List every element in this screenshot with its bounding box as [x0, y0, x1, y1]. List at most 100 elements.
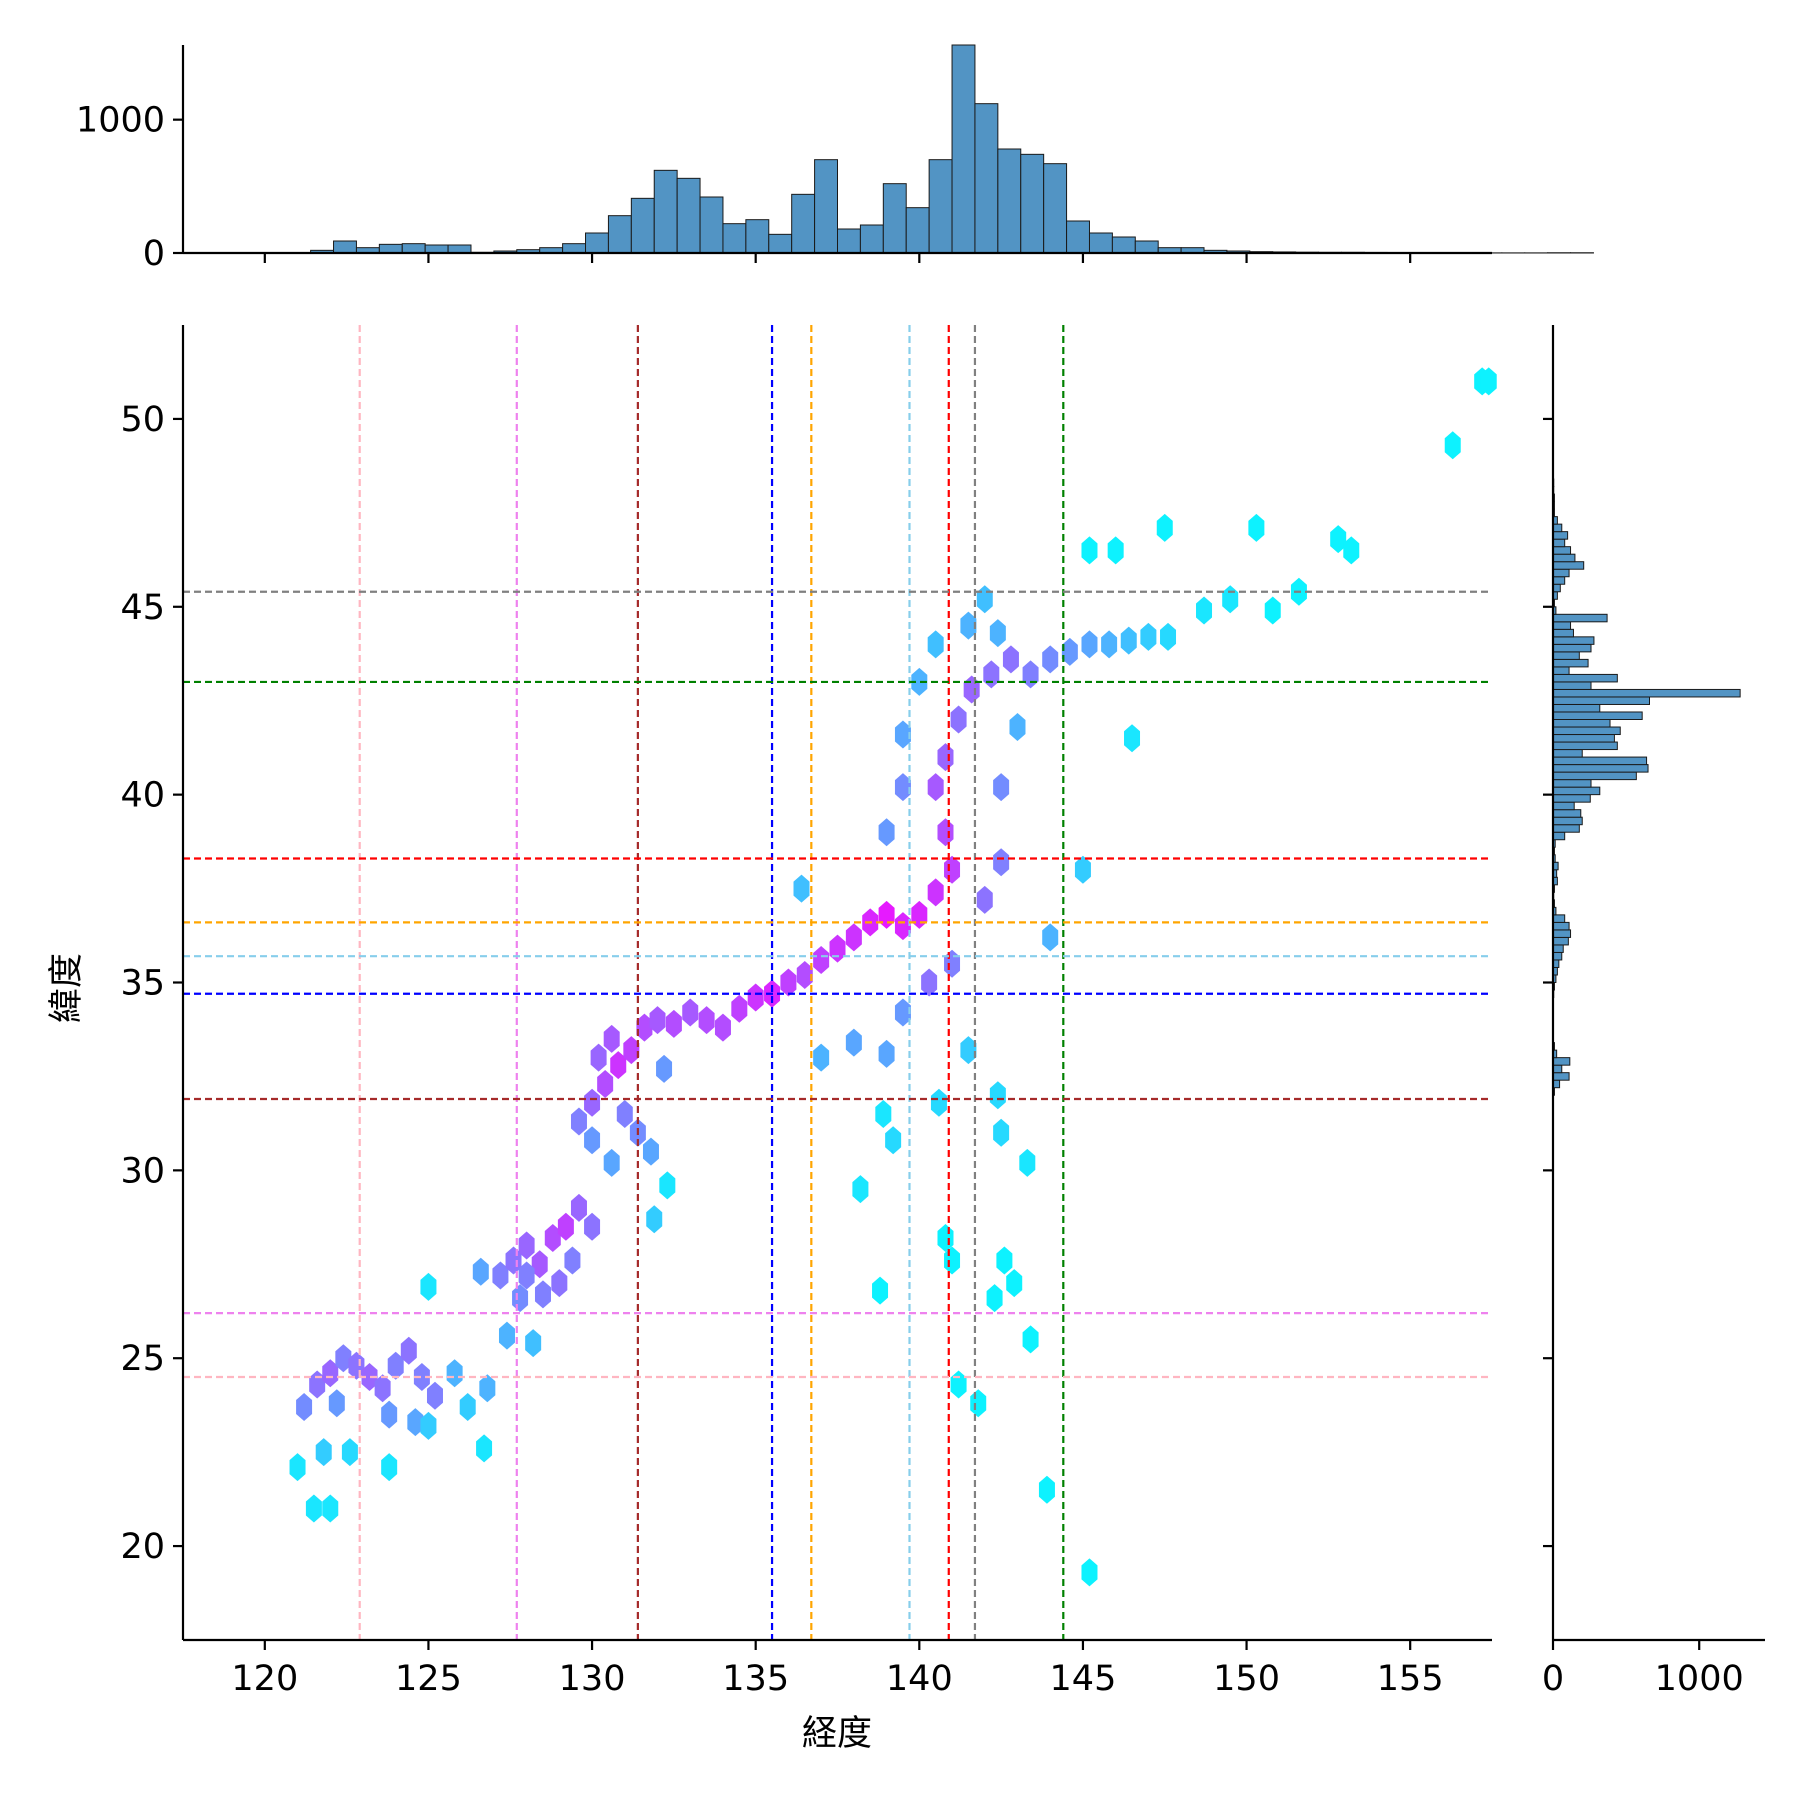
right-hist-bar	[1552, 711, 1643, 721]
top-hist-bar	[1111, 236, 1136, 254]
hexbin-cell	[315, 1438, 332, 1467]
hexbin-cell	[878, 900, 895, 929]
hexbin-cell	[551, 1269, 568, 1298]
right-hist-bar	[1552, 658, 1589, 668]
hexbin-cell	[1264, 596, 1281, 625]
right-hist-bar	[1552, 696, 1650, 705]
hexbin-cell	[911, 667, 928, 696]
right-hist-bar	[1552, 553, 1576, 563]
hexbin-cell	[476, 1434, 493, 1463]
top-hist-bar	[928, 159, 953, 254]
right-hist-bar	[1552, 673, 1618, 683]
hexbin-cell	[656, 1054, 673, 1083]
hexbin-cell	[852, 1175, 869, 1204]
hexbin-cell	[534, 1280, 551, 1309]
hexbin-cell	[498, 1321, 515, 1350]
hexbin-cell	[381, 1400, 398, 1429]
hexbin-cell	[665, 1009, 682, 1038]
hexbin-cell	[875, 1100, 892, 1128]
top-hist-bar	[585, 232, 609, 254]
hexbin-cell	[1343, 536, 1360, 565]
top-hist-bar	[814, 159, 839, 254]
hexbin-cell	[322, 1359, 339, 1388]
hexbin-cell	[341, 1438, 358, 1467]
top-hist-bar	[905, 207, 930, 254]
top-hist-bar	[837, 228, 861, 254]
hexbin-cell	[1101, 630, 1118, 659]
top-hist-bar	[401, 243, 426, 254]
top-hist-bar	[859, 224, 884, 254]
hexbin-cell	[983, 660, 1000, 689]
x-tick-label: 120	[231, 1659, 298, 1699]
hexbin-cell	[335, 1344, 352, 1373]
right-hist-bar	[1552, 936, 1569, 946]
right-hist-bar	[1552, 749, 1583, 758]
hexbin-cell	[937, 818, 954, 847]
hexbin-cell	[1248, 513, 1265, 542]
hexbin-cell	[793, 874, 810, 903]
hexbin-cell	[381, 1453, 398, 1482]
x-tick-label: 150	[1213, 1659, 1280, 1699]
hexbin-cell	[328, 1389, 345, 1418]
hexbin-cell	[796, 960, 813, 989]
right-hist-bar	[1552, 951, 1563, 961]
right-hist-bar	[1552, 643, 1592, 653]
hexbin-cell	[996, 1246, 1013, 1275]
right-hist-bar	[1552, 613, 1608, 623]
right-hist-bar	[1552, 621, 1572, 630]
right-hist-bar	[1552, 779, 1592, 788]
hexbin-cell	[610, 1051, 627, 1080]
hexbin-cell	[1038, 1475, 1055, 1504]
right-hist-bar	[1552, 681, 1592, 690]
hexbin-cell	[872, 1276, 889, 1305]
hexbin-cell	[472, 1257, 489, 1286]
top-hist-bar	[768, 233, 793, 254]
top-hist-bar	[1043, 163, 1068, 254]
hexbin-cell	[305, 1494, 322, 1523]
right-hist-bar	[1552, 764, 1649, 773]
hexbin-cell	[937, 743, 954, 772]
hexbin-cell	[1156, 513, 1173, 542]
hexbin-cell	[894, 773, 911, 802]
hexbin-cell	[714, 1013, 731, 1042]
hexbin-cell	[446, 1359, 463, 1388]
top-hist-bar	[630, 197, 655, 254]
hexbin-cell	[878, 1039, 895, 1068]
hexbin-cell	[649, 1006, 666, 1035]
hexbin-cell	[557, 1212, 574, 1241]
right-hist-bar	[1552, 756, 1648, 766]
right-hist-bar	[1552, 929, 1572, 938]
right-hist-bar	[1552, 831, 1566, 841]
x-tick-label: 140	[886, 1659, 953, 1699]
hexbin-cell	[1196, 596, 1213, 625]
right-hist-bar	[1552, 636, 1595, 645]
right-hist-bar	[1552, 801, 1575, 811]
right-hist-bar	[1552, 651, 1580, 660]
hexbin-cell	[780, 968, 797, 997]
hexbin-cell	[963, 675, 980, 704]
hexbin-cell	[459, 1393, 476, 1422]
top-hist-bar	[722, 223, 747, 254]
x-tick-label: 135	[722, 1659, 789, 1699]
y-tick-label: 25	[120, 1339, 165, 1379]
y-tick-label: 45	[120, 588, 165, 628]
hexbin-cell	[584, 1126, 601, 1155]
hexbin-cell	[976, 585, 993, 614]
hexbin-cell	[927, 773, 944, 802]
right-hist-bar	[1552, 561, 1585, 570]
hexbin-cell	[927, 630, 944, 659]
hexbin-cell	[636, 1013, 653, 1042]
hexbin-cell	[950, 705, 967, 734]
hexbin-cell	[289, 1453, 306, 1482]
right-hist-bar	[1552, 531, 1569, 540]
top-hist-bar	[882, 183, 907, 254]
hexbin-cell	[894, 912, 911, 941]
hexbin-cell	[930, 1088, 947, 1117]
right-hist-bar	[1552, 734, 1615, 743]
top-hist-bar	[1066, 220, 1090, 254]
right-hist-bar	[1552, 786, 1601, 796]
right-hist-bar	[1552, 628, 1574, 638]
hexbin-cell	[518, 1261, 535, 1290]
hexbin-cell	[518, 1231, 535, 1260]
